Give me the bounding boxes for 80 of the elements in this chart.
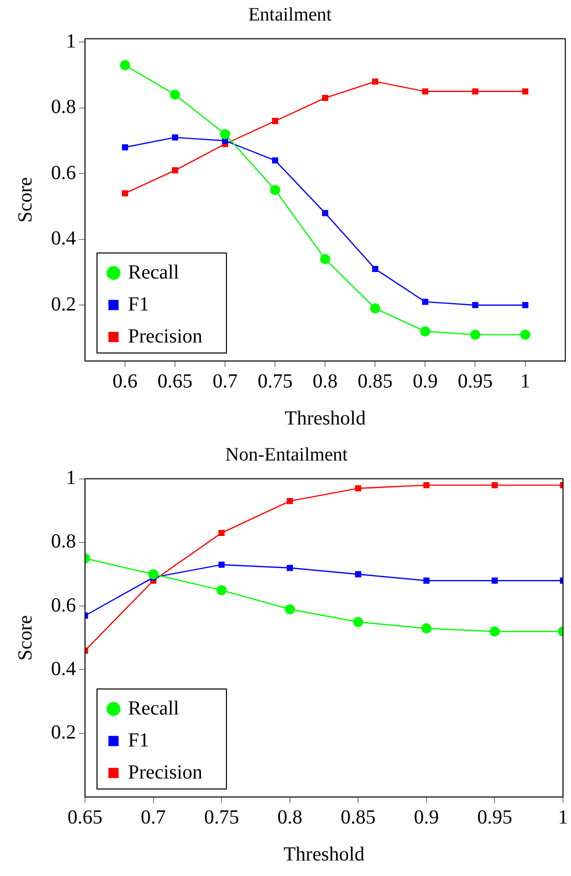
x-tick-label: 0.75 (258, 370, 293, 392)
point (272, 118, 278, 124)
point (270, 184, 280, 196)
point (120, 60, 130, 70)
point (490, 626, 500, 637)
x-axis-title: Threshold (284, 407, 366, 430)
x-tick-label: 0.8 (312, 370, 338, 392)
y-tick-label: 0.6 (51, 594, 76, 616)
y-tick-label: 0.8 (51, 530, 76, 553)
x-tick-label: 0.7 (212, 370, 238, 392)
y-tick-label: 0.4 (51, 228, 76, 250)
point (172, 167, 178, 174)
point (370, 303, 380, 314)
legend-label: Precision (128, 325, 202, 348)
x-tick-label: 0.9 (412, 370, 438, 392)
point (322, 94, 328, 102)
point (470, 330, 480, 340)
y-axis-title: Score (14, 177, 36, 223)
point (286, 498, 293, 504)
y-tick-label: 0.8 (51, 96, 76, 118)
point (423, 578, 430, 584)
x-tick-label: 0.65 (158, 370, 193, 392)
point (421, 623, 432, 634)
x-tick-label: 0.95 (477, 806, 512, 828)
point (422, 88, 428, 94)
point (423, 482, 430, 488)
x-tick-label: 1 (520, 370, 530, 392)
y-axis-title: Score (14, 615, 36, 661)
y-tick-label: 0.4 (51, 658, 76, 680)
point (472, 302, 478, 308)
point (422, 298, 428, 305)
y-tick-label: 0.2 (51, 722, 76, 744)
point (220, 129, 230, 140)
point (520, 330, 530, 340)
x-tick-label: 0.65 (68, 806, 102, 828)
legend-label: Precision (128, 761, 202, 784)
chart-title: Entailment (248, 4, 332, 26)
point (355, 485, 362, 492)
point (216, 585, 227, 596)
y-tick-label: 1 (66, 467, 76, 490)
x-tick-label: 0.9 (414, 806, 439, 828)
x-tick-label: 1 (558, 806, 568, 828)
point (320, 254, 330, 264)
x-tick-label: 0.75 (204, 806, 240, 828)
point (522, 88, 528, 94)
point (420, 326, 430, 337)
x-tick-label: 0.6 (112, 370, 138, 392)
point (148, 569, 158, 580)
point (522, 302, 528, 308)
point (122, 190, 128, 196)
y-tick-label: 1 (66, 30, 76, 52)
point (218, 530, 225, 536)
point (372, 78, 378, 85)
point (322, 210, 328, 216)
chart-title: Non-Entailment (225, 444, 348, 466)
x-tick-label: 0.8 (277, 806, 302, 828)
legend-label: Recall (128, 261, 180, 284)
point (170, 90, 180, 100)
point (272, 157, 278, 164)
point (492, 482, 498, 488)
x-tick-label: 0.95 (458, 370, 493, 392)
point (286, 564, 293, 571)
point (284, 604, 295, 614)
point (353, 616, 364, 628)
point (492, 578, 498, 584)
point (218, 562, 225, 568)
legend-label: F1 (128, 729, 150, 752)
legend-label: Recall (128, 697, 180, 720)
legend-label: F1 (128, 293, 150, 316)
x-axis-title: Threshold (283, 843, 365, 866)
x-tick-label: 0.85 (358, 370, 393, 392)
point (122, 144, 128, 150)
x-tick-label: 0.85 (340, 806, 376, 828)
y-tick-label: 0.2 (51, 293, 76, 316)
point (355, 571, 362, 578)
point (472, 88, 478, 94)
x-tick-label: 0.7 (140, 806, 166, 828)
y-tick-label: 0.6 (51, 162, 76, 184)
point (172, 134, 178, 141)
point (372, 266, 378, 272)
